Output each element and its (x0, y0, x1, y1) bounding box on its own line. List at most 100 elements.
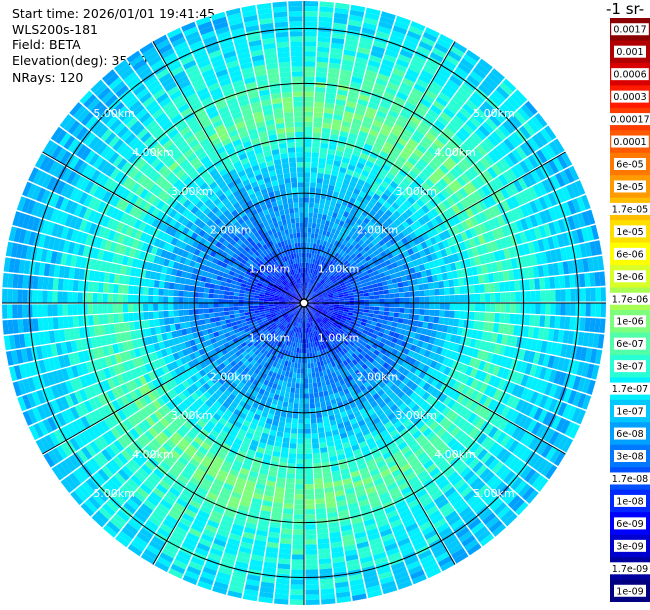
range-bin (311, 268, 315, 275)
range-bin (312, 453, 321, 459)
range-bin (540, 146, 552, 161)
range-bin (219, 430, 229, 439)
range-bin (313, 304, 320, 306)
range-bin (492, 365, 501, 376)
range-bin (455, 201, 465, 212)
range-bin (468, 276, 475, 285)
range-bin (273, 333, 279, 339)
range-bin (322, 472, 332, 479)
range-bin (594, 318, 601, 333)
range-bin (366, 64, 379, 73)
range-bin (415, 271, 423, 279)
range-bin (425, 178, 435, 188)
range-bin (409, 115, 421, 126)
range-bin (356, 330, 363, 336)
range-bin (215, 421, 225, 430)
range-bin (511, 336, 518, 347)
range-bin (471, 247, 479, 257)
range-bin (250, 439, 259, 447)
range-bin (528, 453, 541, 468)
range-bin (393, 234, 401, 243)
range-bin (297, 433, 304, 439)
range-bin (553, 451, 566, 467)
range-bin (304, 91, 314, 97)
range-bin (273, 394, 280, 401)
range-bin (490, 240, 499, 252)
range-bin (298, 423, 304, 429)
range-bin (422, 321, 429, 329)
range-bin (413, 83, 427, 94)
range-bin (587, 332, 595, 348)
range-bin (437, 460, 449, 471)
range-bin (335, 370, 341, 377)
range-bin (394, 297, 400, 303)
range-bin (487, 166, 498, 179)
range-bin (410, 480, 422, 490)
range-bin (434, 234, 442, 243)
range-bin (349, 303, 355, 306)
range-bin (391, 262, 398, 269)
range-bin (576, 212, 586, 228)
range-bin (464, 398, 475, 410)
range-bin (364, 231, 372, 239)
range-bin (390, 128, 402, 137)
range-bin (148, 515, 162, 527)
range-bin (304, 307, 307, 313)
range-bin (319, 314, 325, 319)
range-bin (136, 487, 149, 499)
range-bin (449, 456, 461, 467)
range-bin (321, 598, 336, 605)
range-bin (545, 446, 557, 461)
range-bin (284, 493, 294, 500)
range-bin (399, 303, 405, 308)
range-bin (292, 309, 297, 314)
range-bin (383, 176, 393, 185)
range-bin (501, 334, 508, 345)
range-bin (151, 453, 163, 464)
range-bin (380, 63, 393, 73)
range-bin (316, 412, 323, 419)
range-bin (322, 337, 327, 344)
range-bin (177, 550, 192, 561)
range-bin (336, 346, 343, 352)
range-bin (224, 409, 233, 417)
range-bin (331, 355, 337, 362)
range-bin (567, 390, 577, 405)
range-bin (348, 355, 355, 362)
range-bin (456, 327, 464, 336)
range-bin (358, 550, 372, 559)
range-bin (408, 138, 419, 148)
range-bin (420, 241, 428, 250)
range-bin (422, 414, 432, 424)
range-bin (190, 523, 204, 533)
range-bin (323, 325, 328, 331)
range-bin (304, 373, 308, 379)
range-bin (289, 324, 293, 330)
range-bin (159, 552, 174, 564)
range-bin (277, 379, 284, 386)
range-bin (220, 393, 228, 401)
range-bin (305, 509, 316, 515)
range-bin (506, 210, 516, 223)
range-bin (320, 447, 328, 454)
range-bin (309, 322, 312, 328)
range-bin (257, 370, 264, 378)
range-bin (567, 374, 577, 389)
range-bin (297, 443, 304, 449)
range-bin (386, 233, 394, 241)
range-bin (367, 242, 375, 249)
range-bin (347, 231, 354, 238)
range-bin (324, 304, 330, 306)
range-bin (264, 449, 273, 456)
range-bin (495, 239, 504, 250)
range-bin (206, 379, 215, 388)
range-bin (527, 351, 536, 364)
range-bin (364, 374, 372, 381)
range-bin (334, 581, 349, 589)
range-bin (307, 368, 312, 374)
range-bin (349, 159, 358, 167)
range-bin (335, 326, 341, 332)
range-bin (473, 236, 481, 247)
range-bin (525, 389, 535, 403)
range-bin (345, 101, 357, 109)
